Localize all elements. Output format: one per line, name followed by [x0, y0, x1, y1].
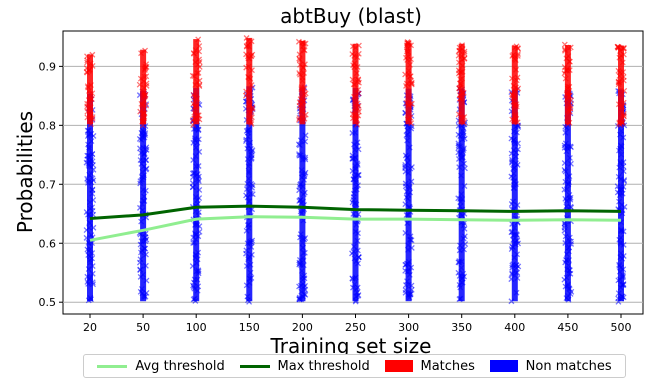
max-threshold-line [89, 204, 622, 220]
match-point-band [299, 40, 306, 125]
non-match-point-band [564, 89, 571, 302]
x-tick-label: 20 [83, 321, 97, 334]
avg-threshold-line [89, 215, 622, 242]
legend-label-non-matches: Non matches [525, 358, 612, 374]
legend-swatch-non-matches [489, 360, 518, 372]
y-tick-label: 0.6 [39, 237, 57, 250]
legend-item-max-threshold: Max threshold [239, 358, 370, 374]
legend-label-matches: Matches [420, 358, 475, 374]
match-point-band [87, 54, 93, 125]
match-point-band [458, 43, 465, 125]
legend-item-non-matches: Non matches [489, 358, 612, 374]
match-point-band [564, 44, 571, 125]
threshold-lines [89, 204, 622, 242]
x-tick-label: 300 [398, 321, 419, 334]
legend-item-avg-threshold: Avg threshold [97, 358, 225, 374]
non-match-point-band [405, 88, 412, 302]
legend-swatch-max-threshold [239, 364, 270, 368]
match-point-band [405, 42, 412, 125]
x-tick-label: 500 [611, 321, 632, 334]
non-match-point-band [193, 88, 200, 302]
y-tick-label: 0.5 [39, 296, 57, 309]
legend-swatch-matches [384, 360, 413, 372]
x-tick-label: 150 [239, 321, 260, 334]
legend: Avg threshold Max threshold Matches Non … [83, 354, 626, 378]
x-tick-label: 100 [186, 321, 207, 334]
matches-points [83, 35, 628, 129]
y-tick-label: 0.9 [39, 60, 57, 73]
legend-item-matches: Matches [384, 358, 475, 374]
non-match-point-band [352, 88, 359, 302]
x-tick-label: 250 [345, 321, 366, 334]
y-tick-label: 0.7 [39, 178, 57, 191]
chart-title: abtBuy (blast) [280, 4, 422, 28]
non-match-point-band [87, 93, 93, 302]
x-ticks: 20 50 100 150 200 250 300 350 400 450 500 [83, 314, 632, 334]
non-matches-points [83, 84, 628, 305]
x-tick-label: 50 [136, 321, 150, 334]
match-point-band [618, 45, 624, 125]
legend-label-max-threshold: Max threshold [277, 358, 370, 374]
y-axis-label: Probabilities [13, 111, 37, 233]
match-point-band [193, 39, 200, 125]
y-tick-label: 0.8 [39, 119, 57, 132]
x-tick-label: 200 [292, 321, 313, 334]
non-match-point-band [140, 90, 147, 302]
match-point-band [246, 37, 253, 125]
match-point-band [352, 43, 359, 125]
legend-label-avg-threshold: Avg threshold [135, 358, 225, 374]
non-match-point-band [299, 87, 306, 302]
legend-swatch-avg-threshold [97, 364, 128, 368]
non-match-point-band [618, 89, 624, 302]
non-match-point-band [511, 89, 518, 302]
x-tick-label: 450 [557, 321, 578, 334]
y-ticks: 0.5 0.6 0.7 0.8 0.9 [39, 60, 63, 309]
match-point-band [140, 49, 147, 125]
match-point-band [511, 45, 518, 125]
x-tick-label: 350 [451, 321, 472, 334]
x-tick-label: 400 [504, 321, 525, 334]
non-match-point-band [246, 86, 253, 302]
non-match-point-band [458, 89, 465, 302]
